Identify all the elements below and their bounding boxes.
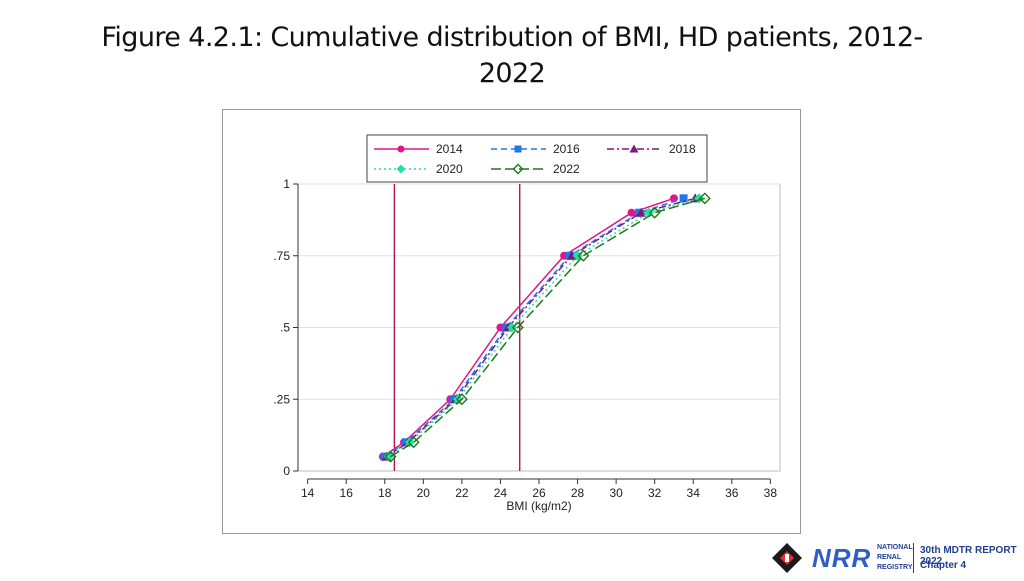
y-tick-label: .5 — [280, 321, 290, 335]
title-line-1: Figure 4.2.1: Cumulative distribution of… — [101, 22, 923, 53]
y-tick-label: 0 — [283, 464, 290, 478]
org-line-2: RENAL — [877, 554, 902, 561]
page-title: Figure 4.2.1: Cumulative distribution of… — [0, 20, 1024, 92]
legend-label-2018: 2018 — [669, 142, 696, 156]
y-tick-label: .25 — [273, 392, 290, 406]
series-line-2022 — [390, 197, 706, 458]
x-axis-title: BMI (kg/m2) — [506, 499, 571, 513]
legend-marker-2020 — [396, 164, 406, 174]
x-tick-label: 30 — [609, 486, 623, 500]
data-point-2022 — [577, 249, 590, 262]
x-tick-label: 18 — [378, 486, 392, 500]
footer-divider — [913, 543, 914, 573]
data-point-2022 — [698, 192, 711, 205]
chapter-label: Chapter 4 — [920, 560, 967, 571]
x-tick-label: 36 — [725, 486, 739, 500]
footer-logo: NRR NATIONAL RENAL REGISTRY 30th MDTR RE… — [770, 540, 1024, 576]
data-point-2022 — [648, 206, 661, 219]
data-point-2020 — [453, 394, 464, 405]
x-tick-label: 32 — [648, 486, 662, 500]
registry-logo-icon — [772, 543, 802, 573]
x-tick-label: 24 — [494, 486, 508, 500]
legend-marker-2018 — [629, 144, 639, 153]
brand-mark: NRR — [812, 543, 872, 573]
legend-label-2016: 2016 — [553, 142, 580, 156]
data-point-2022 — [384, 450, 397, 463]
legend-label-2022: 2022 — [553, 162, 580, 176]
x-tick-label: 38 — [764, 486, 778, 500]
x-tick-label: 14 — [301, 486, 315, 500]
chart-panel: 0.25.5.75 1 14 16 18 20 22 24 26 28 30 32 34 36 38 BMI … — [222, 109, 801, 534]
x-tick-label: 34 — [687, 486, 701, 500]
data-point-2018 — [636, 207, 647, 217]
legend-marker-2022 — [512, 163, 524, 175]
legend-marker-2014 — [397, 145, 405, 153]
x-tick-label: 22 — [455, 486, 469, 500]
data-point-2020 — [383, 451, 394, 462]
y-tick-label: .75 — [273, 249, 290, 263]
legend-box — [366, 134, 708, 183]
x-tick-label: 26 — [532, 486, 546, 500]
y-tick-label: 1 — [283, 177, 290, 191]
data-point-2016 — [679, 194, 688, 203]
org-line-1: NATIONAL — [877, 544, 913, 551]
x-tick-label: 28 — [571, 486, 585, 500]
x-tick-label: 20 — [417, 486, 431, 500]
data-point-2022 — [407, 436, 420, 449]
data-point-2022 — [455, 393, 468, 406]
data-point-2022 — [511, 321, 524, 334]
legend-label-2020: 2020 — [436, 162, 463, 176]
report-label: 30th MDTR REPORT 2022 — [920, 545, 1017, 567]
legend-label-2014: 2014 — [436, 142, 463, 156]
data-point-2014 — [627, 208, 636, 217]
data-point-2020 — [404, 437, 415, 448]
title-line-2: 2022 — [478, 58, 546, 89]
legend-marker-2016 — [514, 145, 522, 153]
data-point-2018 — [566, 250, 577, 260]
org-line-3: REGISTRY — [877, 564, 913, 571]
x-tick-label: 16 — [340, 486, 354, 500]
